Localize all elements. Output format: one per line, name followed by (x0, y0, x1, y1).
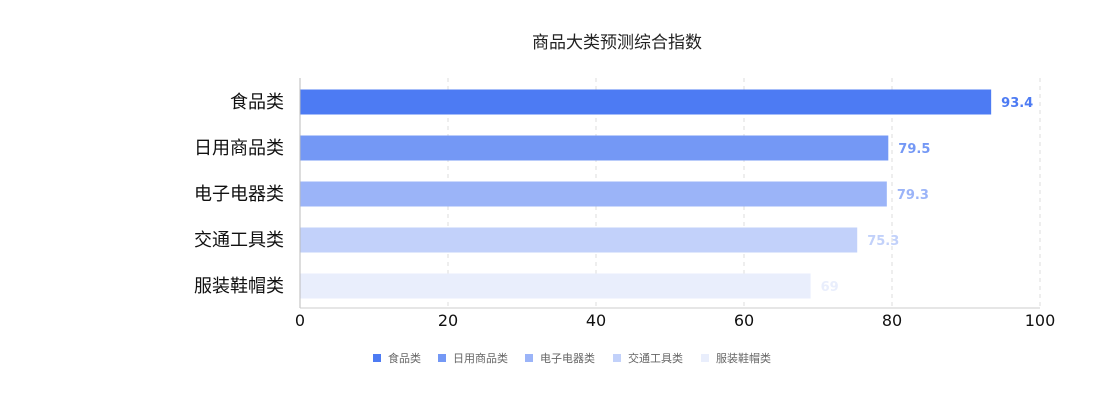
legend-label-2: 电子电器类 (540, 351, 595, 365)
x-tick-label-0: 0 (295, 311, 305, 330)
axes: 0 20 40 60 80 100 (295, 78, 1055, 330)
category-label-0: 食品类 (230, 92, 284, 113)
legend-label-4: 服装鞋帽类 (716, 351, 771, 365)
legend-swatch-0 (373, 354, 381, 362)
legend-swatch-1 (438, 354, 446, 362)
legend-label-0: 食品类 (388, 351, 421, 365)
value-label-4: 69 (821, 280, 839, 295)
chart-title: 商品大类预测综合指数 (532, 33, 702, 53)
bar-4 (300, 273, 811, 299)
x-tick-label-3: 60 (734, 311, 754, 330)
legend-swatch-4 (701, 354, 709, 362)
bar-3 (300, 227, 858, 253)
bar-1 (300, 135, 889, 161)
x-tick-label-4: 80 (882, 311, 902, 330)
x-tick-label-2: 40 (586, 311, 606, 330)
category-label-2: 电子电器类 (194, 184, 284, 205)
bars: 食品类 93.4 日用商品类 79.5 电子电器类 79.3 交通工具类 75.3 服装鞋帽类 6… (194, 89, 1033, 299)
value-label-0: 93.4 (1001, 96, 1033, 111)
legend-label-3: 交通工具类 (628, 351, 683, 365)
value-label-3: 75.3 (867, 234, 899, 249)
category-label-4: 服装鞋帽类 (194, 276, 284, 297)
bar-2 (300, 181, 887, 207)
bar-0 (300, 89, 992, 115)
legend-swatch-2 (525, 354, 533, 362)
x-tick-label-1: 20 (438, 311, 458, 330)
category-label-1: 日用商品类 (194, 138, 284, 159)
legend-label-1: 日用商品类 (453, 351, 508, 365)
legend-swatch-3 (613, 354, 621, 362)
category-label-3: 交通工具类 (194, 230, 284, 251)
value-label-1: 79.5 (898, 142, 930, 157)
value-label-2: 79.3 (897, 188, 929, 203)
legend: 食品类 日用商品类 电子电器类 交通工具类 服装鞋帽类 (373, 351, 771, 365)
x-tick-label-5: 100 (1025, 311, 1056, 330)
